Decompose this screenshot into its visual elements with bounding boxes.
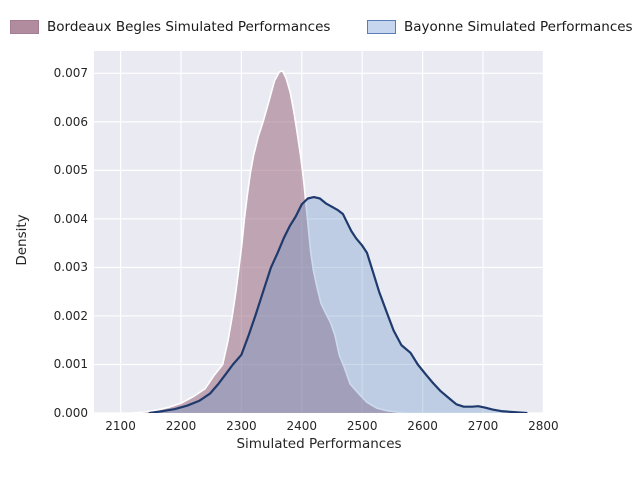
legend-item-bayonne: Bayonne Simulated Performances bbox=[367, 18, 633, 36]
x-tick-label: 2800 bbox=[528, 419, 559, 433]
y-axis-title: Density bbox=[14, 214, 30, 266]
y-tick-label: 0.007 bbox=[53, 66, 88, 81]
x-tick-label: 2700 bbox=[467, 419, 499, 433]
density-curve-1 bbox=[148, 196, 528, 413]
y-tick-label: 0.003 bbox=[53, 260, 88, 275]
x-tick-label: 2200 bbox=[165, 419, 197, 433]
y-tick-label: 0.004 bbox=[53, 211, 88, 226]
y-tick-label: 0.001 bbox=[53, 357, 88, 372]
y-tick-label: 0.006 bbox=[53, 114, 88, 129]
bayonne-legend-swatch bbox=[367, 20, 396, 34]
x-axis-title: Simulated Performances bbox=[236, 436, 402, 452]
bordeaux-legend-swatch bbox=[10, 20, 39, 34]
bayonne-legend-label: Bayonne Simulated Performances bbox=[404, 19, 633, 35]
y-tick-label: 0.002 bbox=[53, 308, 88, 323]
legend-item-bordeaux: Bordeaux Begles Simulated Performances bbox=[10, 18, 330, 36]
density-chart bbox=[94, 51, 544, 413]
density-curve-0 bbox=[130, 70, 407, 413]
bordeaux-legend-label: Bordeaux Begles Simulated Performances bbox=[47, 19, 331, 35]
y-tick-label: 0.000 bbox=[53, 406, 88, 420]
x-tick-label: 2400 bbox=[286, 419, 318, 433]
x-tick-label: 2300 bbox=[226, 419, 257, 433]
density-fill-0 bbox=[131, 70, 406, 413]
x-tick-label: 2500 bbox=[346, 419, 378, 433]
density-fill-1 bbox=[149, 197, 527, 413]
y-tick-label: 0.005 bbox=[53, 163, 88, 178]
plot-area bbox=[94, 51, 544, 413]
x-tick-label: 2600 bbox=[407, 419, 438, 433]
x-tick-label: 2100 bbox=[105, 419, 136, 433]
